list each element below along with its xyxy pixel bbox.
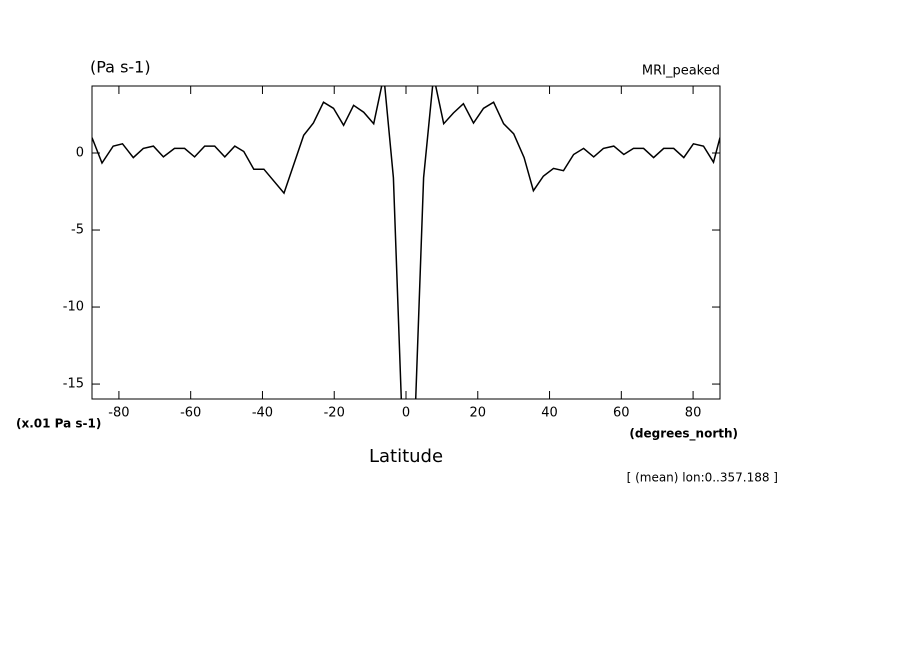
y-tick-label: 0 xyxy=(76,146,84,161)
x-tick-label: 0 xyxy=(402,406,410,421)
x-tick-label: 40 xyxy=(541,406,558,421)
y-units: (Pa s-1) xyxy=(90,58,151,77)
x-tick-label: -80 xyxy=(108,406,129,421)
x-tick-label: 60 xyxy=(613,406,630,421)
x-tick-label: -60 xyxy=(180,406,201,421)
data-line xyxy=(92,86,720,399)
annotation: [ (mean) lon:0..357.188 ] xyxy=(627,471,778,485)
y-tick-label: -15 xyxy=(63,377,84,392)
chart-title: MRI_peaked xyxy=(642,64,720,79)
x-tick-label: -20 xyxy=(324,406,345,421)
x-tick-label: 80 xyxy=(685,406,702,421)
x-tick-label: 20 xyxy=(469,406,486,421)
y-tick-label: -10 xyxy=(63,300,84,315)
y-scale-note: (x.01 Pa s-1) xyxy=(16,417,101,431)
y-tick-label: -5 xyxy=(71,223,84,238)
x-tick-label: -40 xyxy=(252,406,273,421)
x-axis-label: Latitude xyxy=(369,446,443,467)
x-units: (degrees_north) xyxy=(629,427,738,442)
plot-frame xyxy=(91,85,721,400)
